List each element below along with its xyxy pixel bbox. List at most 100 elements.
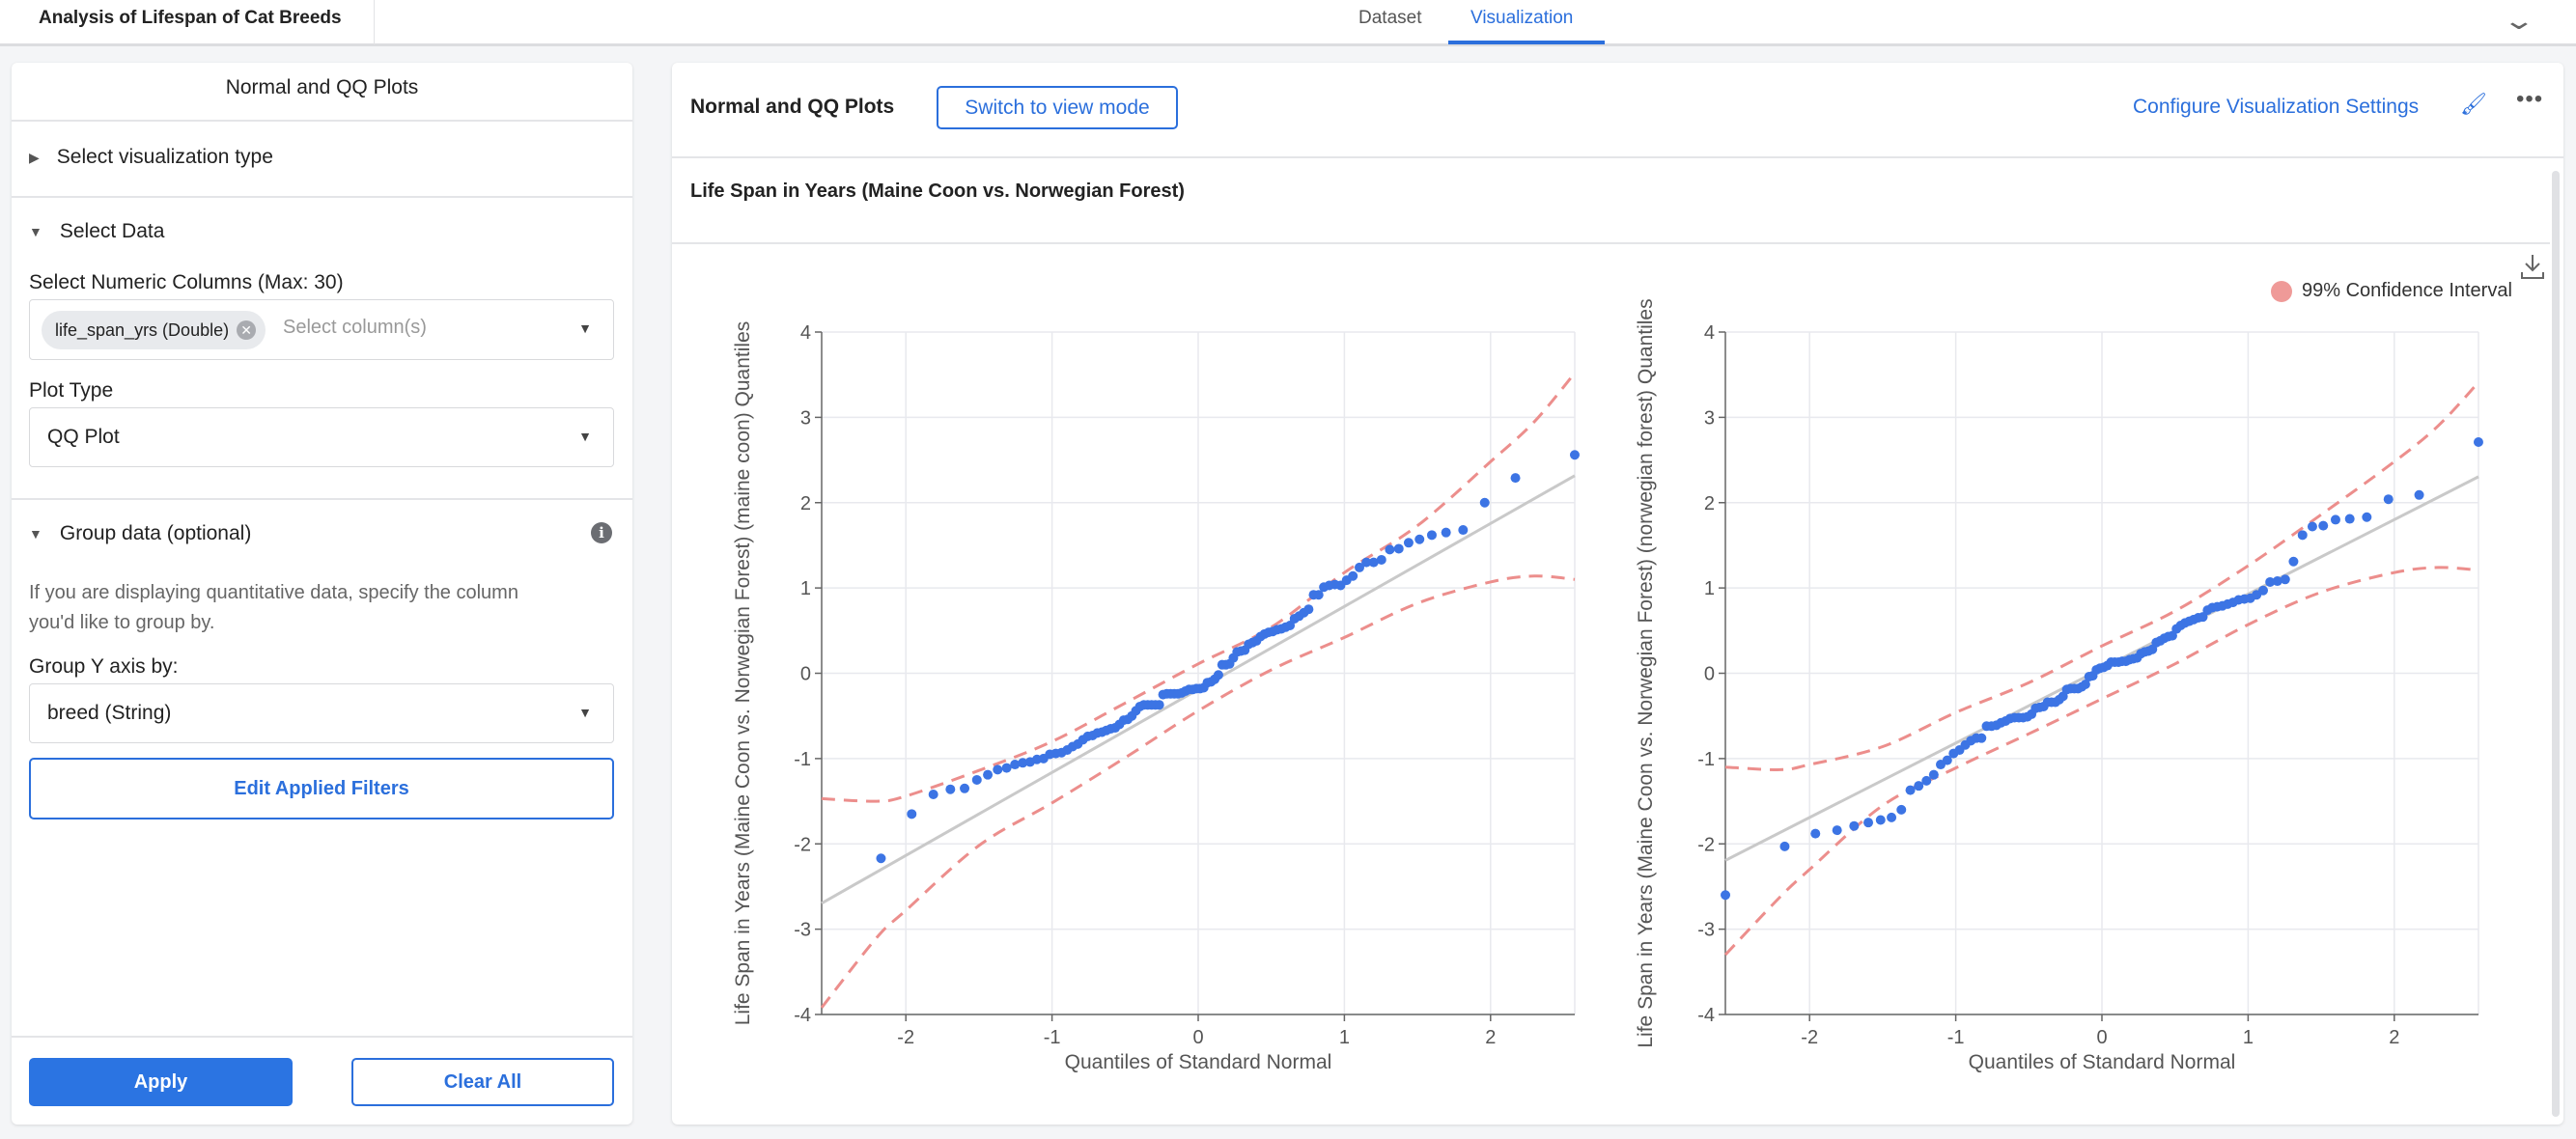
data-point [876, 853, 886, 864]
y-tick-label: 0 [1704, 664, 1715, 685]
remove-chip-icon[interactable]: ✕ [237, 320, 257, 340]
data-point [1313, 590, 1324, 600]
data-point [2265, 576, 2276, 587]
data-point [1942, 755, 1952, 765]
x-axis-label: Quantiles of Standard Normal [1065, 1051, 1332, 1073]
plot-type-value: QQ Plot [47, 426, 120, 448]
data-point [1905, 785, 1916, 795]
selected-column-chip: life_span_yrs (Double) ✕ [42, 311, 266, 349]
data-point [928, 789, 938, 799]
data-point [1976, 733, 1987, 743]
data-point [2307, 521, 2317, 532]
active-tab-indicator [1448, 41, 1605, 44]
group-description: you'd like to group by. [29, 612, 215, 633]
data-point [1832, 825, 1842, 836]
data-point [2258, 585, 2269, 596]
x-tick-label: 1 [1339, 1027, 1350, 1048]
edit-applied-filters-button[interactable]: Edit Applied Filters [29, 758, 614, 820]
data-point [1458, 525, 1469, 536]
y-tick-label: -2 [794, 834, 811, 855]
clear-all-button[interactable]: Clear All [351, 1058, 614, 1106]
data-point [1355, 562, 1365, 572]
tab-visualization[interactable]: Visualization [1470, 8, 1574, 28]
data-point [1303, 604, 1314, 615]
panel-title: Normal and QQ Plots [225, 76, 419, 98]
configure-visualization-settings-link[interactable]: Configure Visualization Settings [2133, 96, 2420, 118]
section-group-data[interactable]: ▼ Group data (optional) [29, 522, 251, 545]
plot-type-select[interactable]: QQ Plot ▼ [29, 407, 614, 467]
paintbrush-icon[interactable]: 🖌 [2460, 92, 2487, 116]
info-icon[interactable]: i [591, 522, 612, 543]
group-y-select[interactable]: breed (String) ▼ [29, 683, 614, 743]
y-tick-label: 2 [800, 493, 811, 514]
data-point [2344, 514, 2355, 524]
data-point [1393, 543, 1404, 554]
data-point [1001, 763, 1012, 773]
data-point [960, 783, 970, 793]
data-point [1213, 670, 1223, 681]
data-point [2280, 574, 2290, 585]
section-label: Group data (optional) [59, 522, 252, 544]
apply-button[interactable]: Apply [29, 1058, 293, 1106]
group-y-value: breed (String) [47, 702, 172, 724]
data-point [1810, 828, 1821, 839]
data-point [1921, 775, 1932, 786]
y-tick-label: 2 [1704, 493, 1715, 514]
group-description: If you are displaying quantitative data,… [29, 582, 518, 603]
y-tick-label: 1 [1704, 578, 1715, 599]
data-point [2383, 494, 2394, 505]
top-bar: Analysis of Lifespan of Cat Breeds Datas… [0, 0, 2576, 46]
data-point [983, 769, 994, 780]
caret-right-icon: ▶ [29, 149, 40, 165]
app-title: Analysis of Lifespan of Cat Breeds [39, 8, 342, 28]
data-point [1154, 700, 1164, 710]
y-tick-label: -4 [794, 1005, 811, 1026]
section-visualization-type[interactable]: ▶ Select visualization type [29, 146, 273, 169]
confidence-upper-band [821, 372, 1577, 803]
dropdown-arrow-icon: ▼ [578, 320, 592, 336]
data-point [2272, 576, 2282, 587]
x-tick-label: -1 [1044, 1027, 1061, 1048]
switch-to-view-mode-button[interactable]: Switch to view mode [937, 86, 1178, 129]
data-point [1348, 570, 1358, 581]
x-tick-label: 2 [1485, 1027, 1496, 1048]
y-tick-label: 3 [800, 407, 811, 429]
dropdown-arrow-icon: ▼ [578, 429, 592, 444]
data-point [1875, 815, 1886, 825]
legend-marker [2271, 280, 2292, 302]
tab-dataset[interactable]: Dataset [1358, 8, 1422, 28]
data-point [2318, 520, 2329, 531]
section-select-data[interactable]: ▼ Select Data [29, 220, 164, 243]
chevron-down-icon[interactable]: ⌄ [2502, 6, 2536, 35]
divider [12, 120, 632, 122]
section-label: Select Data [59, 220, 165, 242]
data-point [1010, 760, 1021, 770]
y-tick-label: -1 [794, 749, 811, 770]
data-point [2362, 512, 2372, 522]
data-point [1849, 820, 1860, 831]
qq-chart-2: 4 3 2 1 0 -1 -2 -3 -4 -2 -1 0 1 2 Quantiles of Standar… [1635, 298, 2483, 1073]
data-point [1285, 621, 1296, 631]
caret-down-icon: ▼ [29, 224, 42, 239]
scrollbar[interactable] [2552, 171, 2560, 1117]
numeric-columns-select[interactable]: life_span_yrs (Double) ✕ Select column(s… [29, 299, 614, 360]
data-point [2080, 679, 2090, 689]
data-point [971, 774, 982, 785]
data-point [1361, 557, 1372, 568]
download-icon[interactable] [2520, 253, 2545, 285]
y-tick-label: -1 [1697, 749, 1715, 770]
data-point [2297, 530, 2308, 541]
divider [12, 196, 632, 198]
divider [12, 1036, 632, 1038]
data-point [2414, 489, 2424, 500]
data-point [1414, 534, 1425, 544]
group-y-label: Group Y axis by: [29, 655, 179, 678]
more-options-icon[interactable]: ••• [2516, 86, 2544, 112]
divider [672, 156, 2563, 158]
legend: 99% Confidence Interval [2271, 280, 2512, 302]
data-point [2288, 556, 2299, 567]
data-point [1928, 769, 1939, 780]
y-tick-label: 3 [1704, 407, 1715, 429]
x-tick-label: -2 [1801, 1027, 1818, 1048]
